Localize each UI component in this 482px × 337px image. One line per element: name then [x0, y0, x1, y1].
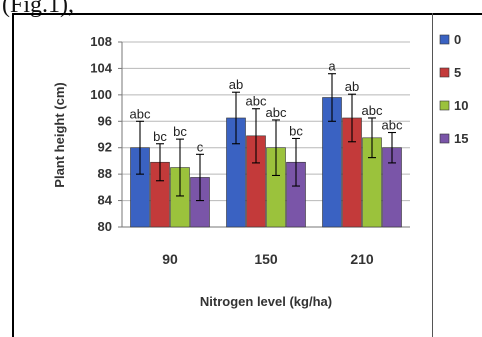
y-tick-label: 108: [90, 34, 112, 49]
significance-label: c: [197, 139, 204, 154]
legend-label: 0: [454, 32, 461, 47]
significance-label: bc: [173, 124, 187, 139]
legend-label: 5: [454, 65, 461, 80]
frame-left-border: [12, 13, 14, 337]
y-tick-label: 92: [98, 140, 112, 155]
y-tick-label: 104: [90, 60, 112, 75]
y-tick-label: 80: [98, 219, 112, 234]
frame-inner-right-border: [432, 13, 433, 337]
significance-label: bc: [153, 129, 167, 144]
significance-label: ab: [345, 79, 359, 94]
y-tick-label: 96: [98, 113, 112, 128]
frame-top-border: [12, 13, 482, 15]
y-tick-label: 84: [98, 193, 113, 208]
significance-label: abc: [266, 105, 287, 120]
significance-label: abc: [246, 94, 267, 109]
significance-label: a: [328, 59, 336, 74]
legend-swatch: [439, 100, 450, 111]
significance-label: abc: [382, 118, 403, 133]
x-tick-label: 210: [350, 251, 374, 267]
significance-label: bc: [289, 123, 303, 138]
significance-label: abc: [130, 106, 151, 121]
significance-label: ab: [229, 77, 243, 92]
x-tick-label: 90: [162, 251, 178, 267]
x-tick-label: 150: [254, 251, 278, 267]
legend-swatch: [439, 133, 450, 144]
legend-swatch: [439, 67, 450, 78]
y-tick-label: 100: [90, 87, 112, 102]
significance-label: abc: [362, 103, 383, 118]
y-axis-title: Plant height (cm): [52, 82, 67, 187]
legend-label: 10: [454, 98, 468, 113]
legend-swatch: [439, 34, 450, 45]
x-axis-title: Nitrogen level (kg/ha): [200, 294, 332, 309]
legend-label: 15: [454, 131, 468, 146]
y-tick-label: 88: [98, 166, 112, 181]
